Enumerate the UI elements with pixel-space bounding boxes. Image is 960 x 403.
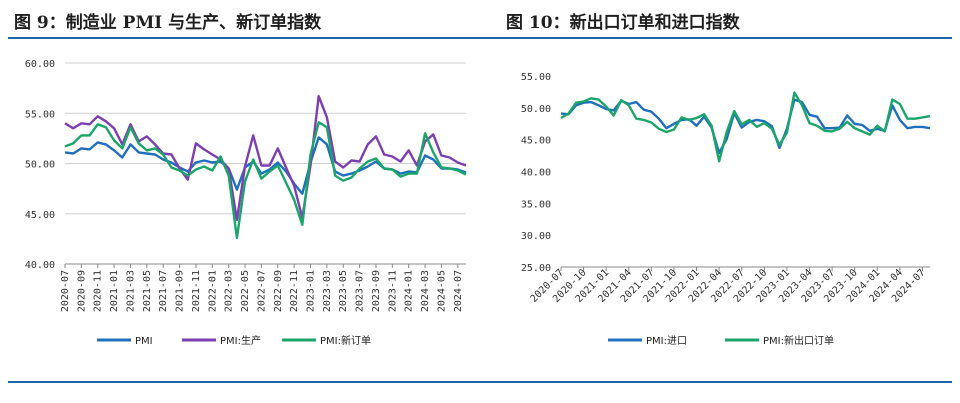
x-tick-label: 2023-11 <box>387 270 398 312</box>
figure-10-title: 图 10：新出口订单和进口指数 <box>506 13 740 33</box>
legend-label-2: PMI:新订单 <box>320 334 371 347</box>
y-tick-label: 30.00 <box>521 231 551 242</box>
series-line-0 <box>64 136 467 195</box>
x-tick-label: 2020-07 <box>60 270 71 312</box>
x-tick-label: 2021-11 <box>191 270 202 312</box>
export-orders-import-chart: 25.0030.0035.0040.0045.0050.0055.002020-… <box>521 72 931 347</box>
x-tick-label: 2024-07 <box>453 270 464 312</box>
series-line-1 <box>64 95 467 222</box>
x-tick-label: 2021-01 <box>109 270 120 312</box>
x-tick-label: 2020-09 <box>76 270 87 312</box>
legend-label-0: PMI:进口 <box>646 335 687 347</box>
series-line-2 <box>64 121 467 240</box>
x-tick-label: 2021-05 <box>142 270 153 312</box>
x-tick-label: 2022-11 <box>289 270 300 312</box>
x-tick-label: 2023-03 <box>322 270 333 312</box>
y-tick-label: 45.00 <box>25 210 55 221</box>
x-tick-label: 2023-05 <box>338 270 349 312</box>
x-tick-label: 2020-11 <box>93 270 104 312</box>
x-tick-label: 2024-03 <box>420 270 431 312</box>
y-tick-label: 25.00 <box>521 263 551 274</box>
legend-label-1: PMI:生产 <box>220 334 261 347</box>
x-tick-label: 2022-05 <box>240 270 251 312</box>
x-tick-label: 2021-07 <box>158 270 169 312</box>
series-line-1 <box>560 91 931 163</box>
y-tick-label: 55.00 <box>25 109 55 120</box>
x-tick-label: 2024-01 <box>404 270 415 312</box>
y-tick-label: 40.00 <box>25 260 55 271</box>
x-tick-label: 2022-09 <box>273 270 284 312</box>
x-tick-label: 2023-09 <box>371 270 382 312</box>
y-tick-label: 45.00 <box>521 136 551 147</box>
top-rule <box>8 37 952 39</box>
y-tick-label: 40.00 <box>521 168 551 179</box>
bottom-rule <box>8 381 952 383</box>
x-tick-label: 2022-03 <box>224 270 235 312</box>
y-tick-label: 50.00 <box>25 160 55 171</box>
x-tick-label: 2023-01 <box>306 270 317 312</box>
y-tick-label: 55.00 <box>521 72 551 83</box>
x-tick-label: 2021-03 <box>125 270 136 312</box>
y-tick-label: 35.00 <box>521 199 551 210</box>
x-tick-label: 2021-09 <box>175 270 186 312</box>
x-tick-label: 2022-01 <box>207 270 218 312</box>
legend-label-1: PMI:新出口订单 <box>763 334 834 347</box>
figure-9-title: 图 9：制造业 PMI 与生产、新订单指数 <box>14 13 322 33</box>
y-tick-label: 50.00 <box>521 104 551 115</box>
x-tick-label: 2024-05 <box>436 270 447 312</box>
pmi-production-orders-chart: 40.00 45.00 50.00 55.00 60.00 2020-07 2020-09 2… <box>25 59 467 347</box>
legend-label-0: PMI <box>135 336 153 347</box>
y-tick-label: 60.00 <box>25 59 55 70</box>
x-tick-label: 2023-07 <box>355 270 366 312</box>
x-tick-label: 2022-07 <box>256 270 267 312</box>
